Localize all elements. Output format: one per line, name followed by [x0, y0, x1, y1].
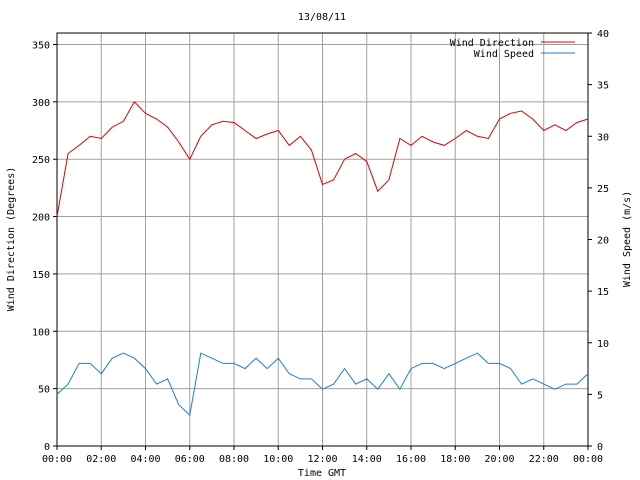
x-tick-label: 10:00	[263, 454, 293, 465]
y-tick-label: 100	[32, 327, 50, 338]
y-tick-label: 300	[32, 98, 50, 109]
y-axis-right: 0 5 10 15 20 25 30 35 40	[588, 29, 609, 453]
y2-tick-label: 20	[597, 236, 609, 247]
y2-tick-label: 40	[597, 29, 609, 40]
x-tick-label: 04:00	[130, 454, 160, 465]
legend-label-wind-speed: Wind Speed	[474, 49, 534, 60]
y-axis-label-left: Wind Direction (Degrees)	[6, 167, 17, 312]
series-line-wind-speed	[56, 352, 589, 416]
y-tick-label: 0	[44, 442, 50, 453]
y2-tick-label: 15	[597, 287, 609, 298]
y2-tick-label: 0	[597, 442, 603, 453]
x-tick-label: 18:00	[440, 454, 470, 465]
x-axis: 00:00 02:00 04:00 06:00 08:00 10:00 12:00 14:00…	[42, 446, 603, 465]
x-tick-label: 16:00	[396, 454, 426, 465]
x-tick-label: 00:00	[42, 454, 72, 465]
y2-tick-label: 10	[597, 339, 609, 350]
x-tick-label: 00:00	[573, 454, 603, 465]
x-tick-label: 08:00	[219, 454, 249, 465]
y2-tick-label: 5	[597, 390, 603, 401]
y-axis-left: 0 50 100 150 200 250 300 350	[32, 40, 57, 453]
y-axis-label-right: Wind Speed (m/s)	[622, 191, 633, 287]
x-tick-label: 14:00	[352, 454, 382, 465]
x-tick-label: 12:00	[307, 454, 337, 465]
x-axis-label: Time GMT	[298, 468, 346, 479]
series-line-wind-direction	[56, 100, 589, 217]
y-tick-label: 250	[32, 155, 50, 166]
y2-tick-label: 30	[597, 132, 609, 143]
legend-label-wind-direction: Wind Direction	[450, 38, 534, 49]
y-tick-label: 200	[32, 213, 50, 224]
chart-title: 13/08/11	[298, 12, 346, 23]
grid	[57, 33, 588, 446]
y-tick-label: 350	[32, 40, 50, 51]
series-lines	[56, 100, 589, 416]
x-tick-label: 06:00	[175, 454, 205, 465]
y-tick-label: 150	[32, 270, 50, 281]
x-tick-label: 02:00	[86, 454, 116, 465]
y2-tick-label: 35	[597, 81, 609, 92]
y-tick-label: 50	[38, 385, 50, 396]
x-tick-label: 20:00	[484, 454, 514, 465]
y2-tick-label: 25	[597, 184, 609, 195]
legend: Wind Direction Wind Speed	[450, 38, 575, 60]
x-tick-label: 22:00	[529, 454, 559, 465]
